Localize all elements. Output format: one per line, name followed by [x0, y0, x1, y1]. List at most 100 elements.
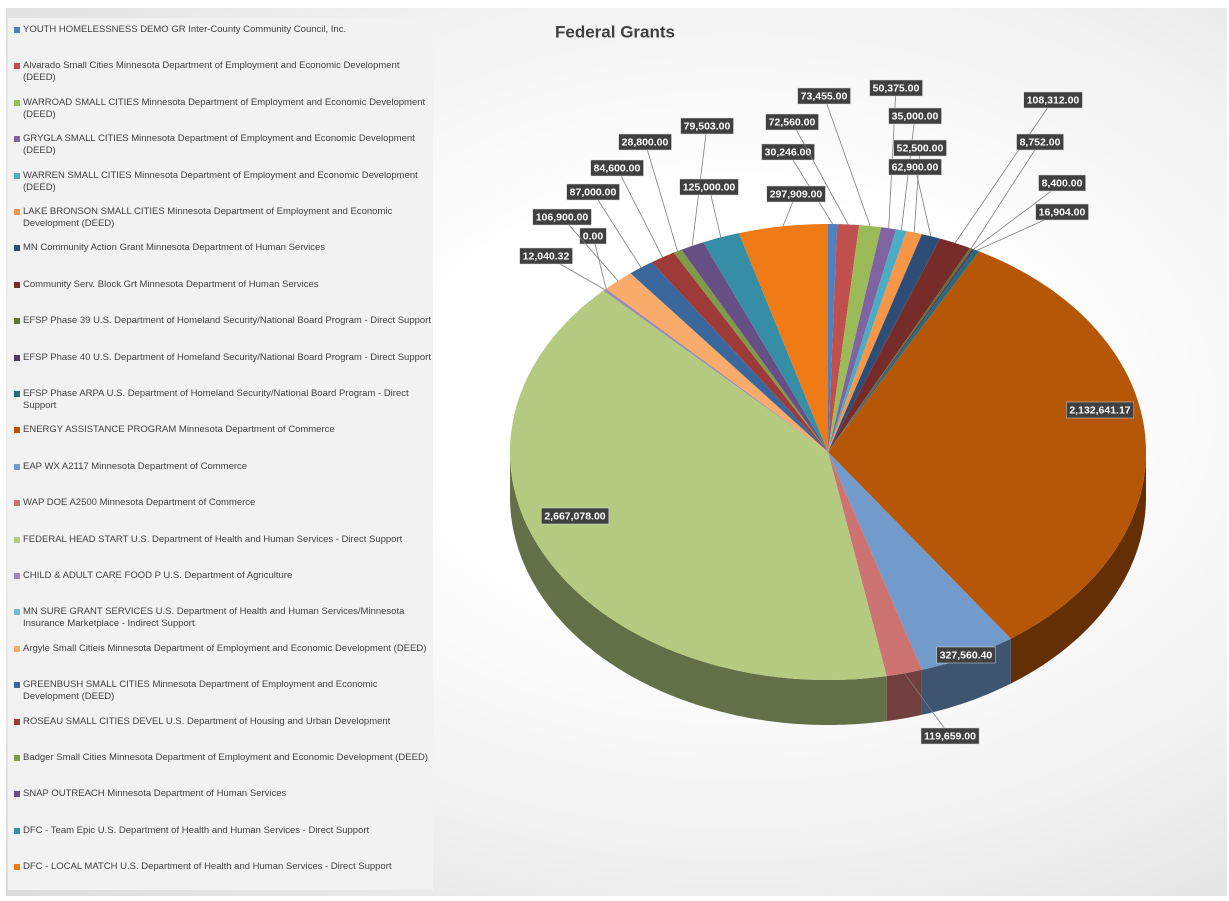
data-label: 8,400.00 — [1038, 174, 1086, 192]
legend-label: Argyle Small Citieis Minnesota Departmen… — [23, 642, 427, 654]
legend-swatch — [14, 318, 20, 325]
data-label: 62,900.00 — [888, 158, 942, 176]
legend-item: GRYGLA SMALL CITIES Minnesota Department… — [14, 133, 432, 157]
legend-swatch — [14, 63, 20, 70]
slice — [828, 229, 907, 452]
data-label-box — [1066, 401, 1135, 419]
data-label-box — [1023, 91, 1083, 109]
legend-label: MN Community Action Grant Minnesota Depa… — [23, 242, 326, 254]
data-label: 87,000.00 — [566, 183, 620, 201]
slice — [828, 248, 975, 452]
data-label-text: 106,900.00 — [536, 211, 589, 223]
slice — [828, 225, 882, 452]
legend-label: WAP DOE A2500 Minnesota Department of Co… — [23, 497, 256, 509]
data-label-box — [1035, 203, 1089, 221]
legend-label: DFC - Team Epic U.S. Department of Healt… — [23, 824, 370, 836]
legend-swatch — [14, 281, 20, 288]
slice — [510, 290, 887, 680]
legend-label: YOUTH HOMELESSNESS DEMO GR Inter-County … — [23, 24, 347, 35]
legend-item: EFSP Phase 39 U.S. Department of Homelan… — [14, 315, 432, 327]
legend-label: ENERGY ASSISTANCE PROGRAM Minnesota Depa… — [23, 424, 335, 436]
legend-item: MN SURE GRANT SERVICES U.S. Department o… — [14, 606, 432, 630]
legend-swatch — [14, 427, 20, 434]
legend-item: ENERGY ASSISTANCE PROGRAM Minnesota Depa… — [14, 424, 432, 436]
data-label-box — [888, 158, 942, 176]
legend-label: ROSEAU SMALL CITIES DEVEL U.S. Departmen… — [23, 715, 391, 727]
data-label-box — [869, 79, 923, 97]
legend-swatch — [14, 755, 20, 761]
data-label-box — [893, 139, 947, 157]
legend-swatch — [14, 682, 20, 689]
data-label-text: 72,560.00 — [769, 116, 816, 128]
legend-item: MN Community Action Grant Minnesota Depa… — [14, 242, 432, 254]
legend-swatch — [14, 645, 20, 652]
data-label-box — [541, 507, 610, 525]
data-label: 79,503.00 — [680, 117, 734, 135]
data-label-box — [679, 178, 739, 196]
legend-swatch — [14, 500, 20, 507]
slice — [828, 224, 838, 452]
leader-line — [823, 95, 871, 227]
data-label-text: 16,904.00 — [1039, 206, 1086, 218]
legend-item: FEDERAL HEAD START U.S. Department of He… — [14, 534, 432, 546]
data-label-box — [590, 159, 644, 177]
legend-swatch — [14, 573, 20, 579]
data-label-text: 2,667,078.00 — [544, 510, 605, 522]
legend-item: ROSEAU SMALL CITIES DEVEL U.S. Departmen… — [14, 716, 432, 728]
data-label: 73,455.00 — [797, 87, 851, 105]
leader-line — [970, 141, 1041, 249]
data-label: 28,800.00 — [618, 133, 672, 151]
data-label-text: 73,455.00 — [801, 90, 848, 102]
legend-label: DFC - LOCAL MATCH U.S. Department of Hea… — [23, 861, 392, 873]
legend-swatch — [14, 391, 20, 397]
data-label-text: 87,000.00 — [570, 186, 617, 198]
data-label: 30,246.00 — [761, 143, 815, 161]
slice — [630, 262, 828, 452]
data-label-text: 12,040.32 — [523, 250, 570, 262]
legend-item: DFC - LOCAL MATCH U.S. Department of Hea… — [14, 861, 432, 873]
data-label: 16,904.00 — [1035, 203, 1089, 221]
legend-label: FEDERAL HEAD START U.S. Department of He… — [23, 533, 403, 545]
slice — [828, 251, 1146, 639]
data-label-box — [618, 133, 672, 151]
data-label: 106,900.00 — [532, 208, 592, 226]
legend-item: Alvarado Small Cities Minnesota Departme… — [14, 60, 432, 84]
data-label-text: 52,500.00 — [897, 142, 944, 154]
data-label: 0.00 — [579, 227, 607, 245]
legend-item: GREENBUSH SMALL CITIES Minnesota Departm… — [14, 679, 432, 703]
data-label: 119,659.00 — [920, 727, 980, 745]
legend-label: EAP WX A2117 Minnesota Department of Com… — [23, 460, 248, 472]
legend-label: WARREN SMALL CITIES Minnesota Department… — [23, 169, 418, 193]
data-label-text: 30,246.00 — [765, 146, 812, 158]
legend-item: WARROAD SMALL CITIES Minnesota Departmen… — [14, 97, 432, 121]
data-label-box — [532, 208, 592, 226]
legend-swatch — [14, 718, 20, 725]
data-label-box — [888, 107, 942, 125]
data-label: 35,000.00 — [888, 107, 942, 125]
chart-title: Federal Grants — [555, 22, 675, 41]
data-label-box — [761, 143, 815, 161]
leader-line — [592, 235, 607, 289]
data-label-box — [579, 227, 607, 245]
data-label-text: 62,900.00 — [892, 161, 939, 173]
data-label: 125,000.00 — [679, 178, 739, 196]
legend-swatch — [14, 609, 20, 616]
slice — [828, 249, 980, 452]
slice — [603, 288, 828, 452]
data-label: 2,132,641.17 — [1066, 401, 1135, 419]
data-label-box — [566, 183, 620, 201]
legend-label: GRYGLA SMALL CITIES Minnesota Department… — [23, 133, 415, 157]
legend-label: Badger Small Cities Minnesota Department… — [23, 752, 428, 763]
legend-label: WARROAD SMALL CITIES Minnesota Departmen… — [23, 96, 426, 120]
slice-side — [886, 669, 922, 722]
legend-item: CHILD & ADULT CARE FOOD P U.S. Departmen… — [14, 570, 432, 582]
legend-label: EFSP Phase 40 U.S. Department of Homelan… — [23, 351, 431, 363]
data-label-box — [765, 113, 819, 131]
legend-item: YOUTH HOMELESSNESS DEMO GR Inter-County … — [14, 24, 432, 36]
legend-item: LAKE BRONSON SMALL CITIES Minnesota Depa… — [14, 206, 432, 230]
data-label: 52,500.00 — [893, 139, 947, 157]
legend-item: EAP WX A2117 Minnesota Department of Com… — [14, 461, 432, 473]
data-label-text: 297,909.00 — [770, 188, 823, 200]
slice — [673, 249, 828, 452]
